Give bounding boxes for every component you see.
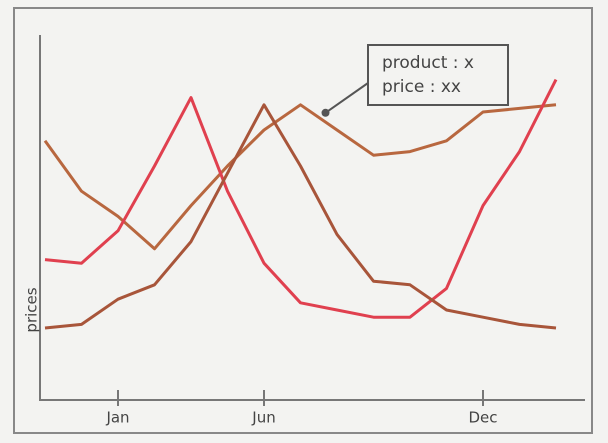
x-tick-label: Jun (251, 409, 275, 427)
y-axis-label: prices (23, 287, 41, 332)
line-series (44, 78, 558, 319)
annotation-box (367, 44, 509, 106)
annotation-dot (321, 108, 330, 117)
line-series (44, 103, 557, 330)
line-series (43, 103, 557, 251)
annotation-text: product : x (382, 53, 474, 73)
x-tick-label: Jan (105, 409, 129, 427)
x-tick-label: Dec (468, 409, 497, 427)
axes (39, 35, 585, 401)
annotation-pointer (324, 82, 369, 114)
frame (13, 7, 593, 434)
annotation-text: price : xx (382, 77, 461, 97)
